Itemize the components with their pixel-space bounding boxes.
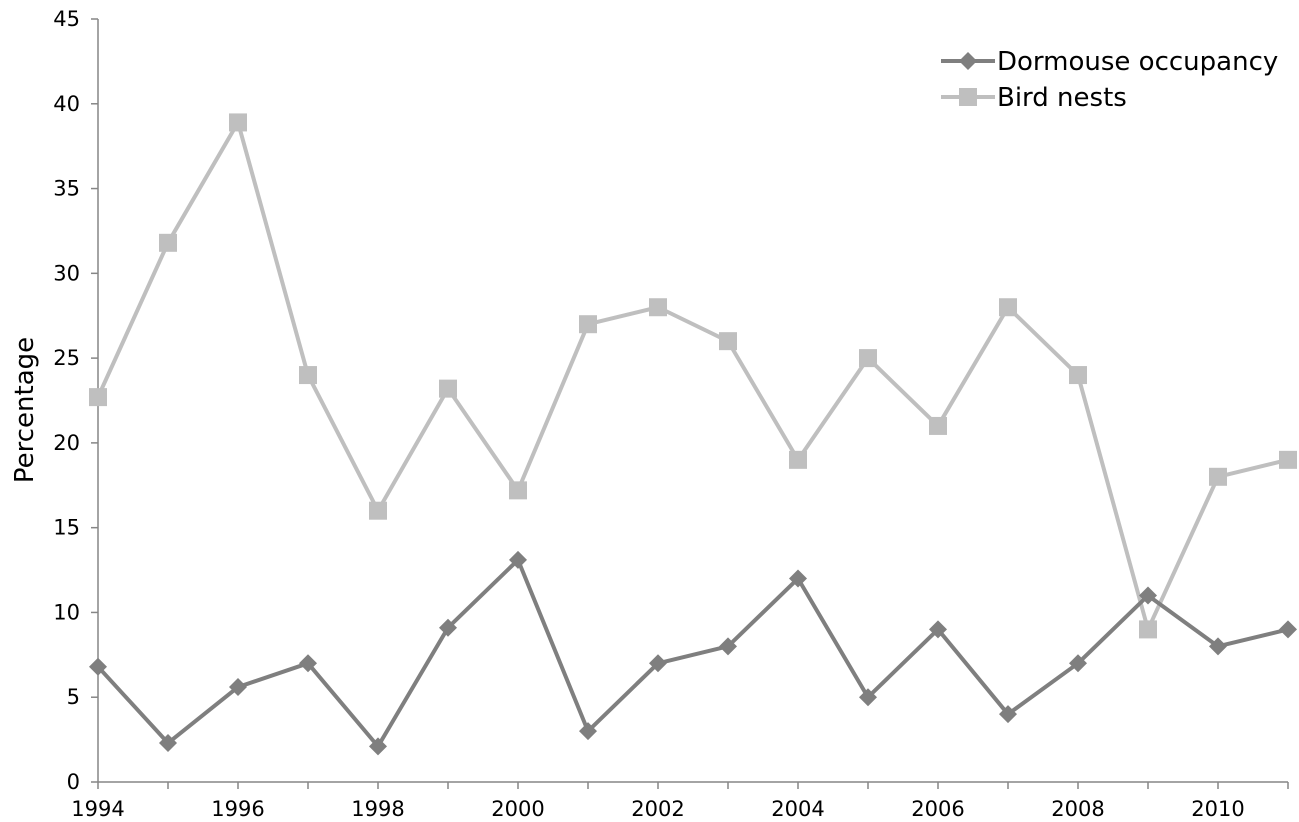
legend: Dormouse occupancy Bird nests: [941, 47, 1278, 113]
data-point-dormouse-occupancy: [1069, 654, 1087, 673]
y-tick-label: 20: [53, 431, 80, 455]
data-point-bird-nests: [1139, 620, 1157, 639]
data-point-bird-nests: [439, 379, 457, 398]
data-point-bird-nests: [789, 450, 807, 469]
data-point-dormouse-occupancy: [159, 734, 177, 753]
data-point-dormouse-occupancy: [299, 654, 317, 673]
series-line-bird-nests: [96, 120, 1289, 632]
data-point-bird-nests: [649, 298, 667, 317]
x-tick-label: 1996: [211, 797, 264, 821]
data-point-dormouse-occupancy: [859, 688, 877, 707]
x-tick-label: 2000: [491, 797, 544, 821]
data-point-dormouse-occupancy: [789, 569, 807, 588]
x-tick-label: 2008: [1051, 797, 1104, 821]
data-point-dormouse-occupancy: [439, 618, 457, 637]
x-tick-label: 2002: [631, 797, 684, 821]
y-axis-ticks: 0 5 10 15 20 25 30 35 40 45: [53, 7, 98, 794]
axes: [97, 19, 1288, 783]
data-point-bird-nests: [579, 315, 597, 334]
data-point-bird-nests: [229, 113, 247, 132]
legend-swatch-marker: [959, 52, 977, 70]
x-tick-label: 2004: [771, 797, 824, 821]
y-tick-label: 25: [53, 346, 80, 370]
data-point-dormouse-occupancy: [509, 550, 527, 569]
y-tick-label: 35: [53, 177, 80, 201]
data-point-dormouse-occupancy: [1279, 620, 1297, 639]
y-axis-title: Percentage: [10, 337, 40, 483]
data-point-bird-nests: [1209, 467, 1227, 486]
data-point-dormouse-occupancy: [1209, 637, 1227, 656]
data-point-dormouse-occupancy: [929, 620, 947, 639]
data-point-bird-nests: [1069, 366, 1087, 385]
x-tick-label: 2006: [911, 797, 964, 821]
y-tick-label: 5: [67, 685, 80, 709]
legend-label: Bird nests: [997, 83, 1127, 113]
plot-area: [89, 113, 1297, 756]
y-tick-label: 10: [53, 600, 80, 624]
data-point-dormouse-occupancy: [89, 657, 107, 676]
data-point-bird-nests: [299, 366, 317, 385]
data-point-bird-nests: [89, 388, 107, 407]
y-tick-label: 30: [53, 261, 80, 285]
data-point-bird-nests: [1279, 450, 1297, 469]
data-point-bird-nests: [929, 416, 947, 435]
data-point-bird-nests: [509, 481, 527, 500]
legend-item-dormouse-occupancy: Dormouse occupancy: [941, 47, 1278, 77]
y-tick-label: 45: [53, 7, 80, 31]
data-point-bird-nests: [369, 501, 387, 520]
data-point-bird-nests: [159, 233, 177, 252]
legend-item-bird-nests: Bird nests: [941, 83, 1127, 113]
data-point-dormouse-occupancy: [719, 637, 737, 656]
y-tick-label: 0: [67, 770, 80, 794]
legend-swatch-marker: [959, 88, 977, 106]
x-tick-label: 1998: [351, 797, 404, 821]
legend-label: Dormouse occupancy: [997, 47, 1278, 77]
data-point-dormouse-occupancy: [369, 737, 387, 756]
data-point-bird-nests: [719, 332, 737, 351]
data-point-dormouse-occupancy: [229, 678, 247, 697]
data-point-dormouse-occupancy: [649, 654, 667, 673]
series-bird-nests: [89, 113, 1297, 639]
data-point-dormouse-occupancy: [999, 705, 1017, 724]
x-tick-label: 1994: [71, 797, 124, 821]
series-dormouse-occupancy: [89, 550, 1297, 756]
y-tick-label: 15: [53, 516, 80, 540]
series-line-dormouse-occupancy: [96, 557, 1289, 749]
y-tick-label: 40: [53, 92, 80, 116]
x-axis-ticks: 1994 1996 1998 2000 2002 2004 2006 2008 2010: [71, 782, 1289, 821]
x-tick-label: 2010: [1191, 797, 1244, 821]
data-point-bird-nests: [859, 349, 877, 368]
data-point-dormouse-occupancy: [1139, 586, 1157, 605]
data-point-dormouse-occupancy: [579, 722, 597, 741]
data-point-bird-nests: [999, 298, 1017, 317]
